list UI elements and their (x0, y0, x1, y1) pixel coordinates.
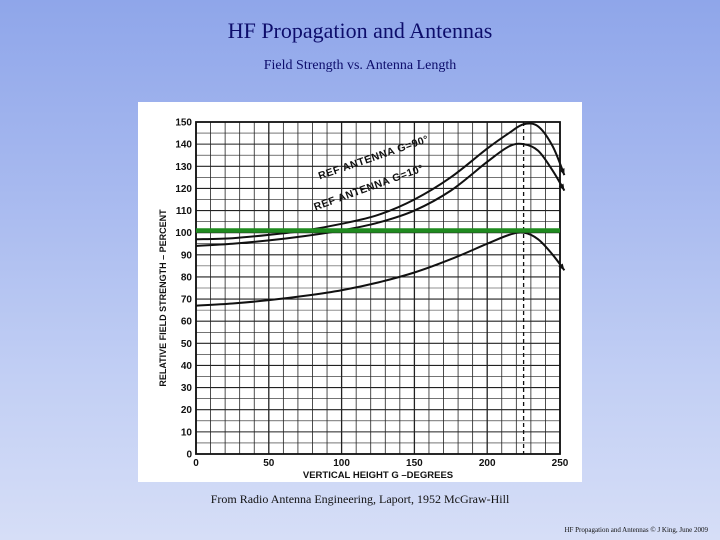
y-tick-label: 60 (181, 317, 193, 328)
x-axis-label: VERTICAL HEIGHT G –DEGREES (303, 470, 453, 481)
field-strength-chart: 0 10 20 30 40 50 60 70 80 90 100 110 120 130 140 150 0 50… (158, 118, 569, 482)
curves (195, 122, 566, 454)
y-tick-label: 0 (186, 450, 192, 461)
arrow-tip-icon (558, 183, 565, 191)
source-credit: From Radio Antenna Engineering, Laport, … (210, 492, 510, 506)
y-tick-label: 140 (175, 140, 192, 151)
arrow-tip-icon (558, 263, 565, 271)
x-tick-label: 200 (479, 458, 496, 469)
x-tick-label: 100 (333, 458, 350, 469)
y-tick-label: 110 (176, 206, 193, 217)
footer-copyright: HF Propagation and Antennas © J King, Ju… (564, 526, 708, 534)
y-tick-label: 30 (181, 383, 193, 394)
slide-title: HF Propagation and Antennas (227, 18, 493, 43)
y-tick-label: 120 (175, 184, 192, 195)
x-tick-label: 150 (406, 458, 423, 469)
slide-subtitle: Field Strength vs. Antenna Length (263, 58, 457, 73)
y-tick-label: 150 (175, 118, 192, 129)
x-tick-label: 50 (263, 458, 275, 469)
y-tick-label: 50 (181, 339, 193, 350)
axes: 0 10 20 30 40 50 60 70 80 90 100 110 120 130 140 150 0 50… (158, 118, 569, 482)
y-tick-label: 70 (181, 295, 193, 306)
y-tick-label: 40 (181, 361, 193, 372)
y-tick-label: 10 (181, 427, 193, 438)
grid (195, 121, 561, 455)
y-tick-label: 80 (181, 272, 193, 283)
curve-g90 (195, 142, 566, 247)
y-tick-label: 130 (175, 162, 192, 173)
y-tick-label: 100 (175, 228, 192, 239)
labels: REF ANTENNA G=10°REF ANTENNA G=90°REF AN… (312, 133, 430, 213)
y-tick-label: 20 (181, 405, 193, 416)
chart-frame: 0 10 20 30 40 50 60 70 80 90 100 110 120 130 140 150 0 50… (138, 102, 582, 482)
y-tick-label: 90 (181, 250, 193, 261)
curve-g10 (195, 122, 566, 241)
x-tick-label: 250 (552, 458, 569, 469)
y-axis-label: RELATIVE FIELD STRENGTH – PERCENT (158, 209, 168, 387)
x-tick-label: 0 (193, 458, 199, 469)
curve-g225 (195, 231, 566, 307)
arrow-tip-icon (559, 168, 565, 176)
plot-frame (195, 121, 561, 455)
